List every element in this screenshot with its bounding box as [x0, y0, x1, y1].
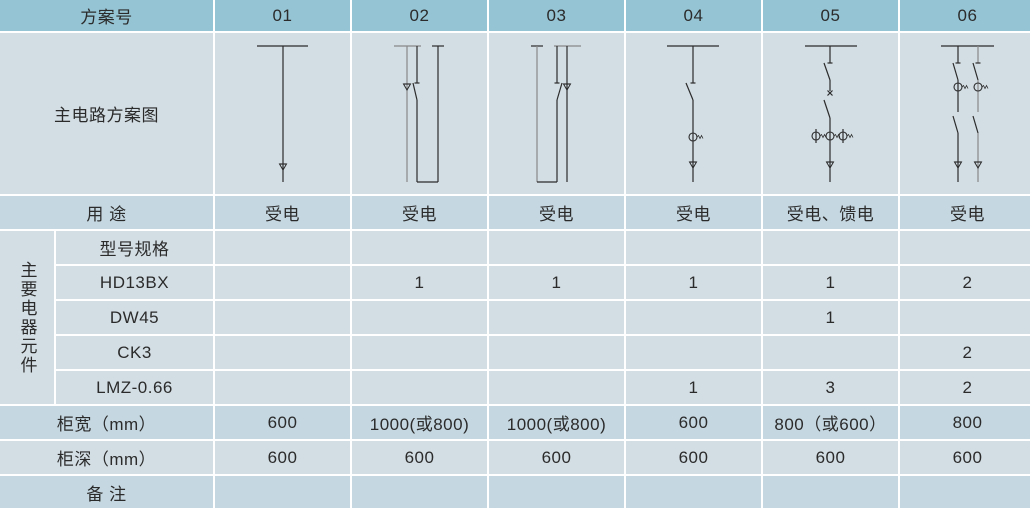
- usage-value: 受电: [900, 196, 1030, 229]
- remarks-value: [352, 476, 487, 508]
- cabinet-depth-label: 柜深（mm）: [0, 441, 213, 474]
- component-quantity: [215, 266, 350, 299]
- component-quantity: 2: [900, 371, 1030, 404]
- cabinet-width-value: 800（或600）: [763, 406, 898, 439]
- remarks-label: 备 注: [0, 476, 213, 508]
- component-quantity: [215, 371, 350, 404]
- usage-value: 受电: [626, 196, 761, 229]
- cabinet-depth-value: 600: [763, 441, 898, 474]
- header-label: 方案号: [0, 0, 213, 31]
- component-quantity: 1: [626, 371, 761, 404]
- diagram-row-label: 主电路方案图: [0, 33, 213, 194]
- component-quantity: 1: [489, 266, 624, 299]
- remarks-value: [900, 476, 1030, 508]
- component-quantity: 2: [900, 336, 1030, 369]
- component-quantity: [626, 336, 761, 369]
- component-model-label: 型号规格: [56, 231, 213, 264]
- circuit-diagram-03: [489, 33, 624, 194]
- scheme-number: 01: [215, 0, 350, 31]
- usage-value: 受电、馈电: [763, 196, 898, 229]
- component-quantity: [352, 336, 487, 369]
- cabinet-depth-value: 600: [900, 441, 1030, 474]
- scheme-number: 03: [489, 0, 624, 31]
- cabinet-depth-value: 600: [626, 441, 761, 474]
- cabinet-depth-value: 600: [215, 441, 350, 474]
- scheme-number: 06: [900, 0, 1030, 31]
- usage-value: 受电: [352, 196, 487, 229]
- component-quantity: [900, 301, 1030, 334]
- component-quantity: [626, 231, 761, 264]
- component-quantity: 1: [763, 266, 898, 299]
- circuit-diagram-icon: [531, 45, 581, 183]
- circuit-diagram-icon: [257, 45, 308, 182]
- component-model-label: HD13BX: [56, 266, 213, 299]
- cabinet-width-value: 600: [215, 406, 350, 439]
- component-quantity: [900, 231, 1030, 264]
- remarks-value: [626, 476, 761, 508]
- component-quantity: [215, 301, 350, 334]
- component-quantity: [352, 301, 487, 334]
- circuit-diagram-icon: [941, 45, 994, 182]
- component-quantity: [352, 371, 487, 404]
- component-quantity: [489, 231, 624, 264]
- circuit-diagram-04: [626, 33, 761, 194]
- circuit-diagram-02: [352, 33, 487, 194]
- cabinet-width-value: 800: [900, 406, 1030, 439]
- circuit-diagram-05: [763, 33, 898, 194]
- remarks-value: [215, 476, 350, 508]
- cabinet-width-value: 600: [626, 406, 761, 439]
- component-quantity: 2: [900, 266, 1030, 299]
- component-quantity: [215, 336, 350, 369]
- circuit-diagram-01: [215, 33, 350, 194]
- component-quantity: [763, 336, 898, 369]
- circuit-diagram-icon: [805, 45, 857, 182]
- remarks-value: [763, 476, 898, 508]
- circuit-diagram-icon: [667, 45, 719, 182]
- component-quantity: 1: [626, 266, 761, 299]
- component-quantity: 1: [763, 301, 898, 334]
- components-group-label: 主要电器元件: [0, 231, 54, 404]
- cabinet-width-label: 柜宽（mm）: [0, 406, 213, 439]
- component-quantity: [352, 231, 487, 264]
- circuit-diagram-06: [900, 33, 1030, 194]
- component-quantity: [215, 231, 350, 264]
- component-quantity: [489, 336, 624, 369]
- scheme-number: 02: [352, 0, 487, 31]
- component-model-label: CK3: [56, 336, 213, 369]
- component-quantity: [489, 371, 624, 404]
- cabinet-width-value: 1000(或800): [352, 406, 487, 439]
- usage-value: 受电: [215, 196, 350, 229]
- usage-label: 用 途: [0, 196, 213, 229]
- component-model-label: LMZ-0.66: [56, 371, 213, 404]
- component-model-label: DW45: [56, 301, 213, 334]
- component-quantity: [489, 301, 624, 334]
- component-quantity: [763, 231, 898, 264]
- component-quantity: 1: [352, 266, 487, 299]
- scheme-number: 05: [763, 0, 898, 31]
- scheme-number: 04: [626, 0, 761, 31]
- remarks-value: [489, 476, 624, 508]
- cabinet-depth-value: 600: [352, 441, 487, 474]
- circuit-diagram-icon: [394, 45, 444, 183]
- component-quantity: [626, 301, 761, 334]
- cabinet-depth-value: 600: [489, 441, 624, 474]
- usage-value: 受电: [489, 196, 624, 229]
- cabinet-width-value: 1000(或800): [489, 406, 624, 439]
- component-quantity: 3: [763, 371, 898, 404]
